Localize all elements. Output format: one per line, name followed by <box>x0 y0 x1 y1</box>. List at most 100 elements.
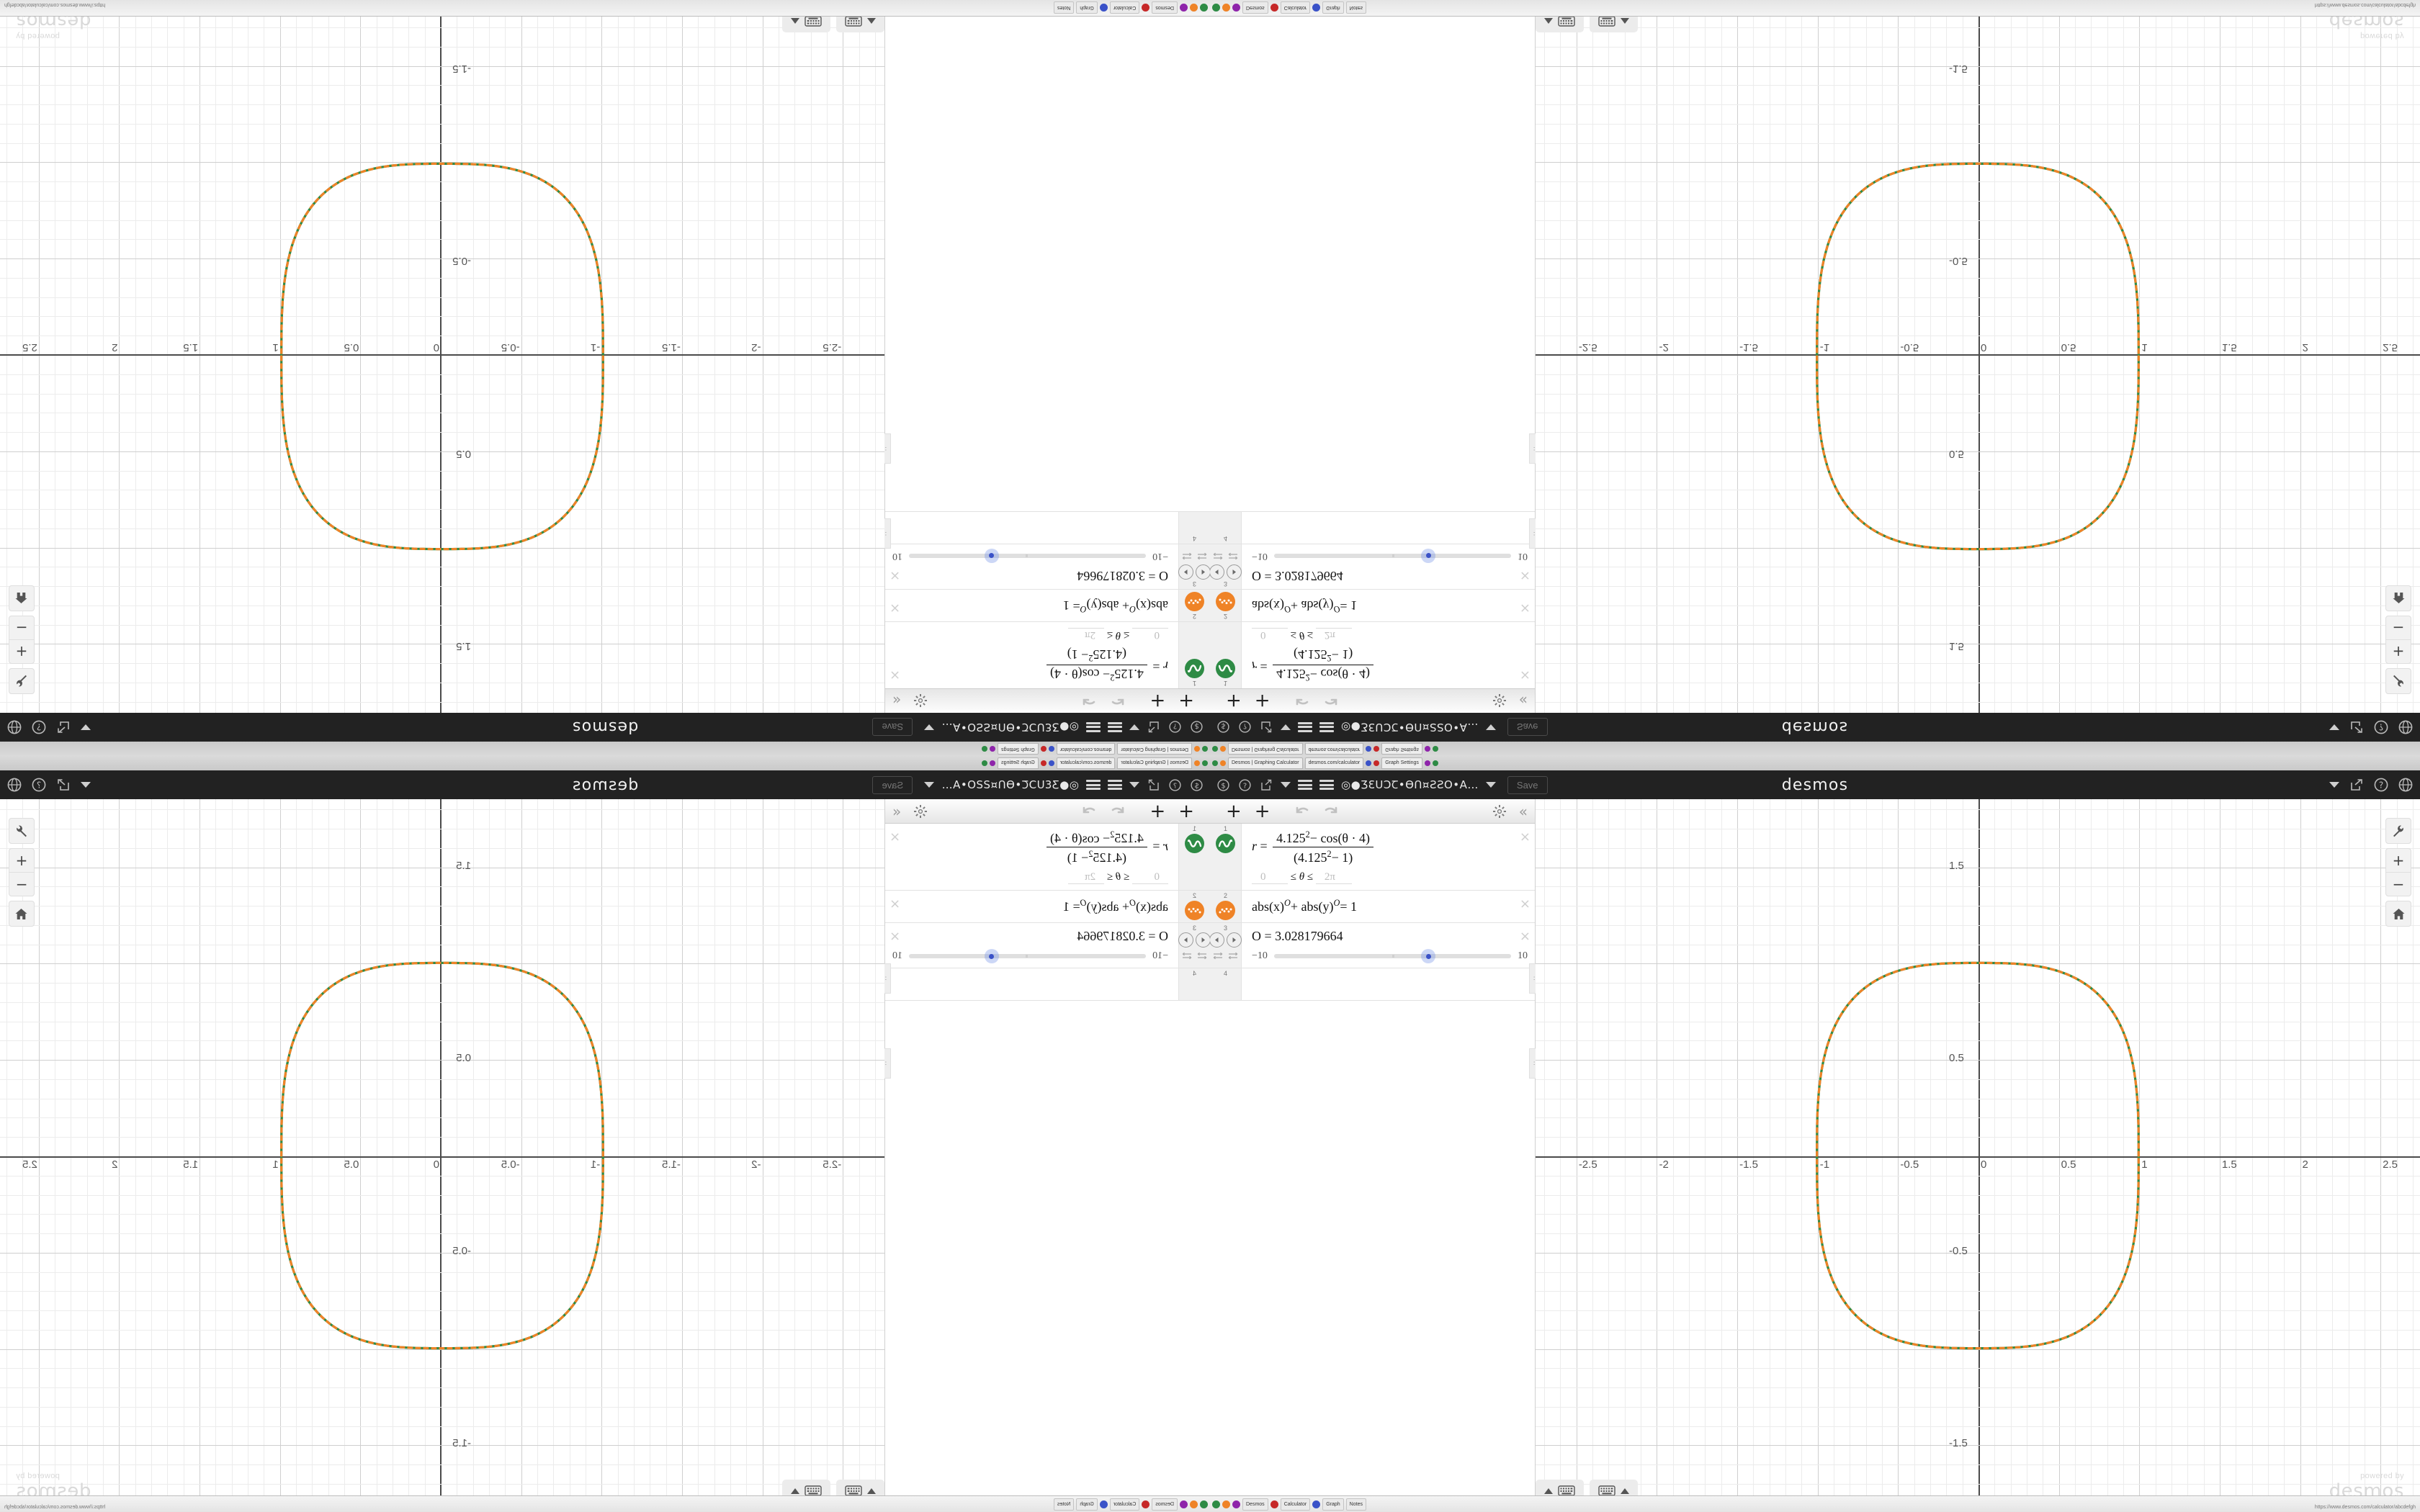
redo-icon[interactable] <box>1322 696 1338 707</box>
expression-row[interactable]: 2 abs(x)O+ abs(y)O= 1 × <box>885 589 1210 621</box>
domain-restriction[interactable]: 0 ≤ θ ≤ 2π <box>892 871 1168 884</box>
zoom-buttons[interactable]: + − <box>2385 848 2411 896</box>
graph-title[interactable]: ◎●ƷƐUƆꞆ•ӨՈ¤ƧƧO•A… <box>1341 721 1479 734</box>
expression-row[interactable]: 1 r = 4.1252− cos(θ · 4) (4 <box>1210 824 1535 891</box>
slider-thumb[interactable] <box>1421 549 1436 563</box>
slider-track[interactable] <box>909 549 1147 563</box>
slider-value-expression[interactable]: O = 3.028179664 <box>1252 929 1343 943</box>
graph-canvas[interactable]: -2.5 -2 -1.5 -1 -0.5 0 0.5 1 1.5 2 2.5 1.5 0.5 -0.5 -1… <box>0 799 884 1512</box>
browser-tab[interactable]: Desmos | Graphing Calculator <box>1117 757 1192 769</box>
keyboard-toggles[interactable] <box>1536 10 1638 32</box>
zoom-out-button[interactable]: − <box>2386 616 2411 640</box>
domain-restriction[interactable]: 0 ≤ θ ≤ 2π <box>1252 628 1528 641</box>
expression-panel[interactable]: + + <box>1210 799 1536 1512</box>
dollar-icon[interactable]: $ <box>1216 778 1230 792</box>
expression-content[interactable]: r = 4.1252− cos(θ · 4) (4.1252− 1) 0 ≤ <box>885 824 1178 890</box>
taskbar-item[interactable]: Desmos <box>1242 1498 1268 1511</box>
help-icon[interactable]: ? <box>32 778 46 792</box>
expression-content[interactable]: abs(x)O+ abs(y)O= 1 × <box>1242 891 1535 922</box>
chevron-down-icon[interactable] <box>81 724 91 730</box>
taskbar-item[interactable]: Desmos <box>1152 1 1178 14</box>
row-index-cell[interactable]: 1 <box>1178 622 1210 688</box>
zoom-buttons[interactable]: + − <box>9 616 35 664</box>
row-index-cell[interactable]: 2 <box>1178 891 1210 922</box>
wrench-icon[interactable] <box>9 668 35 694</box>
help-icon[interactable]: ? <box>1237 778 1252 792</box>
share-icon[interactable] <box>2349 720 2364 734</box>
graph-title[interactable]: ◎●ƷƐUƆꞆ•ӨՈ¤ƧƧO•A… <box>941 721 1079 734</box>
taskbar-dot[interactable] <box>1312 4 1321 12</box>
domain-max-input[interactable]: 2π <box>1068 871 1105 884</box>
browser-chrome-strip[interactable]: Desmos | Graphing Calculator desmos.com/… <box>0 756 1210 771</box>
graph-controls[interactable]: + − <box>9 818 35 927</box>
chevron-down-icon[interactable] <box>2329 724 2339 730</box>
step-forward-icon[interactable] <box>1178 564 1193 580</box>
zoom-out-button[interactable]: − <box>2386 872 2411 896</box>
keyboard-toggle-button[interactable] <box>1536 10 1584 32</box>
delete-row-button[interactable]: × <box>889 568 901 583</box>
expression-row[interactable]: 3 <box>1210 923 1535 968</box>
add-item-button[interactable]: + <box>1254 800 1270 822</box>
add-expression-button[interactable]: + <box>1226 800 1242 822</box>
add-expression-button[interactable]: + <box>1226 690 1242 712</box>
hamburger-menu-icon[interactable] <box>1108 722 1122 732</box>
share-icon[interactable] <box>2349 778 2364 792</box>
browser-tab[interactable]: desmos.com/calculator <box>1304 757 1364 769</box>
help-icon[interactable]: ? <box>1168 778 1183 792</box>
slider-thumb[interactable] <box>984 549 999 563</box>
graph-controls[interactable]: + − <box>2385 585 2411 694</box>
domain-max-input[interactable]: 2π <box>1315 871 1352 884</box>
taskbar-item[interactable]: Notes <box>1345 1 1366 14</box>
collapse-panel-button[interactable]: « <box>892 692 902 710</box>
taskbar-dot[interactable] <box>1180 1500 1188 1508</box>
wave-curve-icon[interactable] <box>1185 834 1204 853</box>
step-backward-icon[interactable] <box>1196 564 1210 580</box>
row-index-cell[interactable]: 3 <box>1178 923 1210 968</box>
help-icon[interactable]: ? <box>2374 778 2388 792</box>
wave-curve-icon[interactable] <box>1216 659 1235 678</box>
chevron-down-icon[interactable] <box>81 782 91 788</box>
share-icon[interactable] <box>1147 778 1161 792</box>
taskbar-item[interactable]: Notes <box>1345 1498 1366 1511</box>
language-globe-icon[interactable] <box>2398 778 2413 792</box>
collapse-panel-button[interactable]: « <box>1518 802 1528 820</box>
taskbar-item[interactable]: Calculator <box>1280 1 1311 14</box>
domain-max-input[interactable]: 2π <box>1315 628 1352 641</box>
taskbar-item[interactable]: Graph <box>1322 1498 1344 1511</box>
taskbar-dot[interactable] <box>1222 1500 1230 1508</box>
delete-row-button[interactable]: × <box>1519 600 1531 616</box>
taskbar-dot[interactable] <box>1142 1500 1150 1508</box>
slider-value-expression[interactable]: O = 3.028179664 <box>1252 569 1343 583</box>
expression-content[interactable] <box>1242 512 1535 544</box>
chevron-down-icon[interactable] <box>1485 782 1496 788</box>
browser-tab[interactable]: Graph Settings <box>1381 743 1422 755</box>
slider-thumb[interactable] <box>984 949 999 963</box>
taskbar-item[interactable]: Desmos <box>1242 1 1268 14</box>
hamburger-menu-icon[interactable] <box>1319 780 1334 790</box>
row-index-cell[interactable]: 4 <box>1210 512 1242 544</box>
taskbar-dot[interactable] <box>1200 4 1208 12</box>
row-index-cell[interactable]: 4 <box>1178 968 1210 1000</box>
os-taskbar[interactable]: Desmos Calculator Graph Notes https://ww… <box>1210 1495 2420 1512</box>
step-forward-icon[interactable] <box>1227 932 1242 948</box>
domain-min-input[interactable]: 0 <box>1252 871 1288 884</box>
domain-min-input[interactable]: 0 <box>1132 628 1168 641</box>
chevron-down-icon[interactable] <box>1281 724 1291 730</box>
save-button[interactable]: Save <box>872 718 913 737</box>
expression-content[interactable]: r = 4.1252− cos(θ · 4) (4.1252− 1) 0 ≤ <box>1242 622 1535 688</box>
slider-thumb[interactable] <box>1421 949 1436 963</box>
slider-min-label[interactable]: −10 <box>1152 551 1168 562</box>
browser-tab[interactable]: Graph Settings <box>998 757 1039 769</box>
home-icon[interactable] <box>2385 901 2411 927</box>
browser-chrome-strip[interactable]: Desmos | Graphing Calculator desmos.com/… <box>1210 741 2420 756</box>
expression-content[interactable] <box>885 512 1178 544</box>
quadrant-bottom-right[interactable]: Desmos | Graphing Calculator desmos.com/… <box>1210 756 2420 1512</box>
taskbar-item[interactable]: Calculator <box>1109 1498 1140 1511</box>
delete-row-button[interactable]: × <box>1519 667 1531 683</box>
expression-content[interactable]: abs(x)O+ abs(y)O= 1 × <box>1242 590 1535 621</box>
graph-controls[interactable]: + − <box>9 585 35 694</box>
expression-row[interactable]: 2 abs(x)O+ abs(y)O= 1 × <box>1210 891 1535 923</box>
taskbar-dot[interactable] <box>1200 1500 1208 1508</box>
gear-icon[interactable] <box>1492 804 1506 818</box>
browser-tab[interactable]: desmos.com/calculator <box>1056 743 1116 755</box>
